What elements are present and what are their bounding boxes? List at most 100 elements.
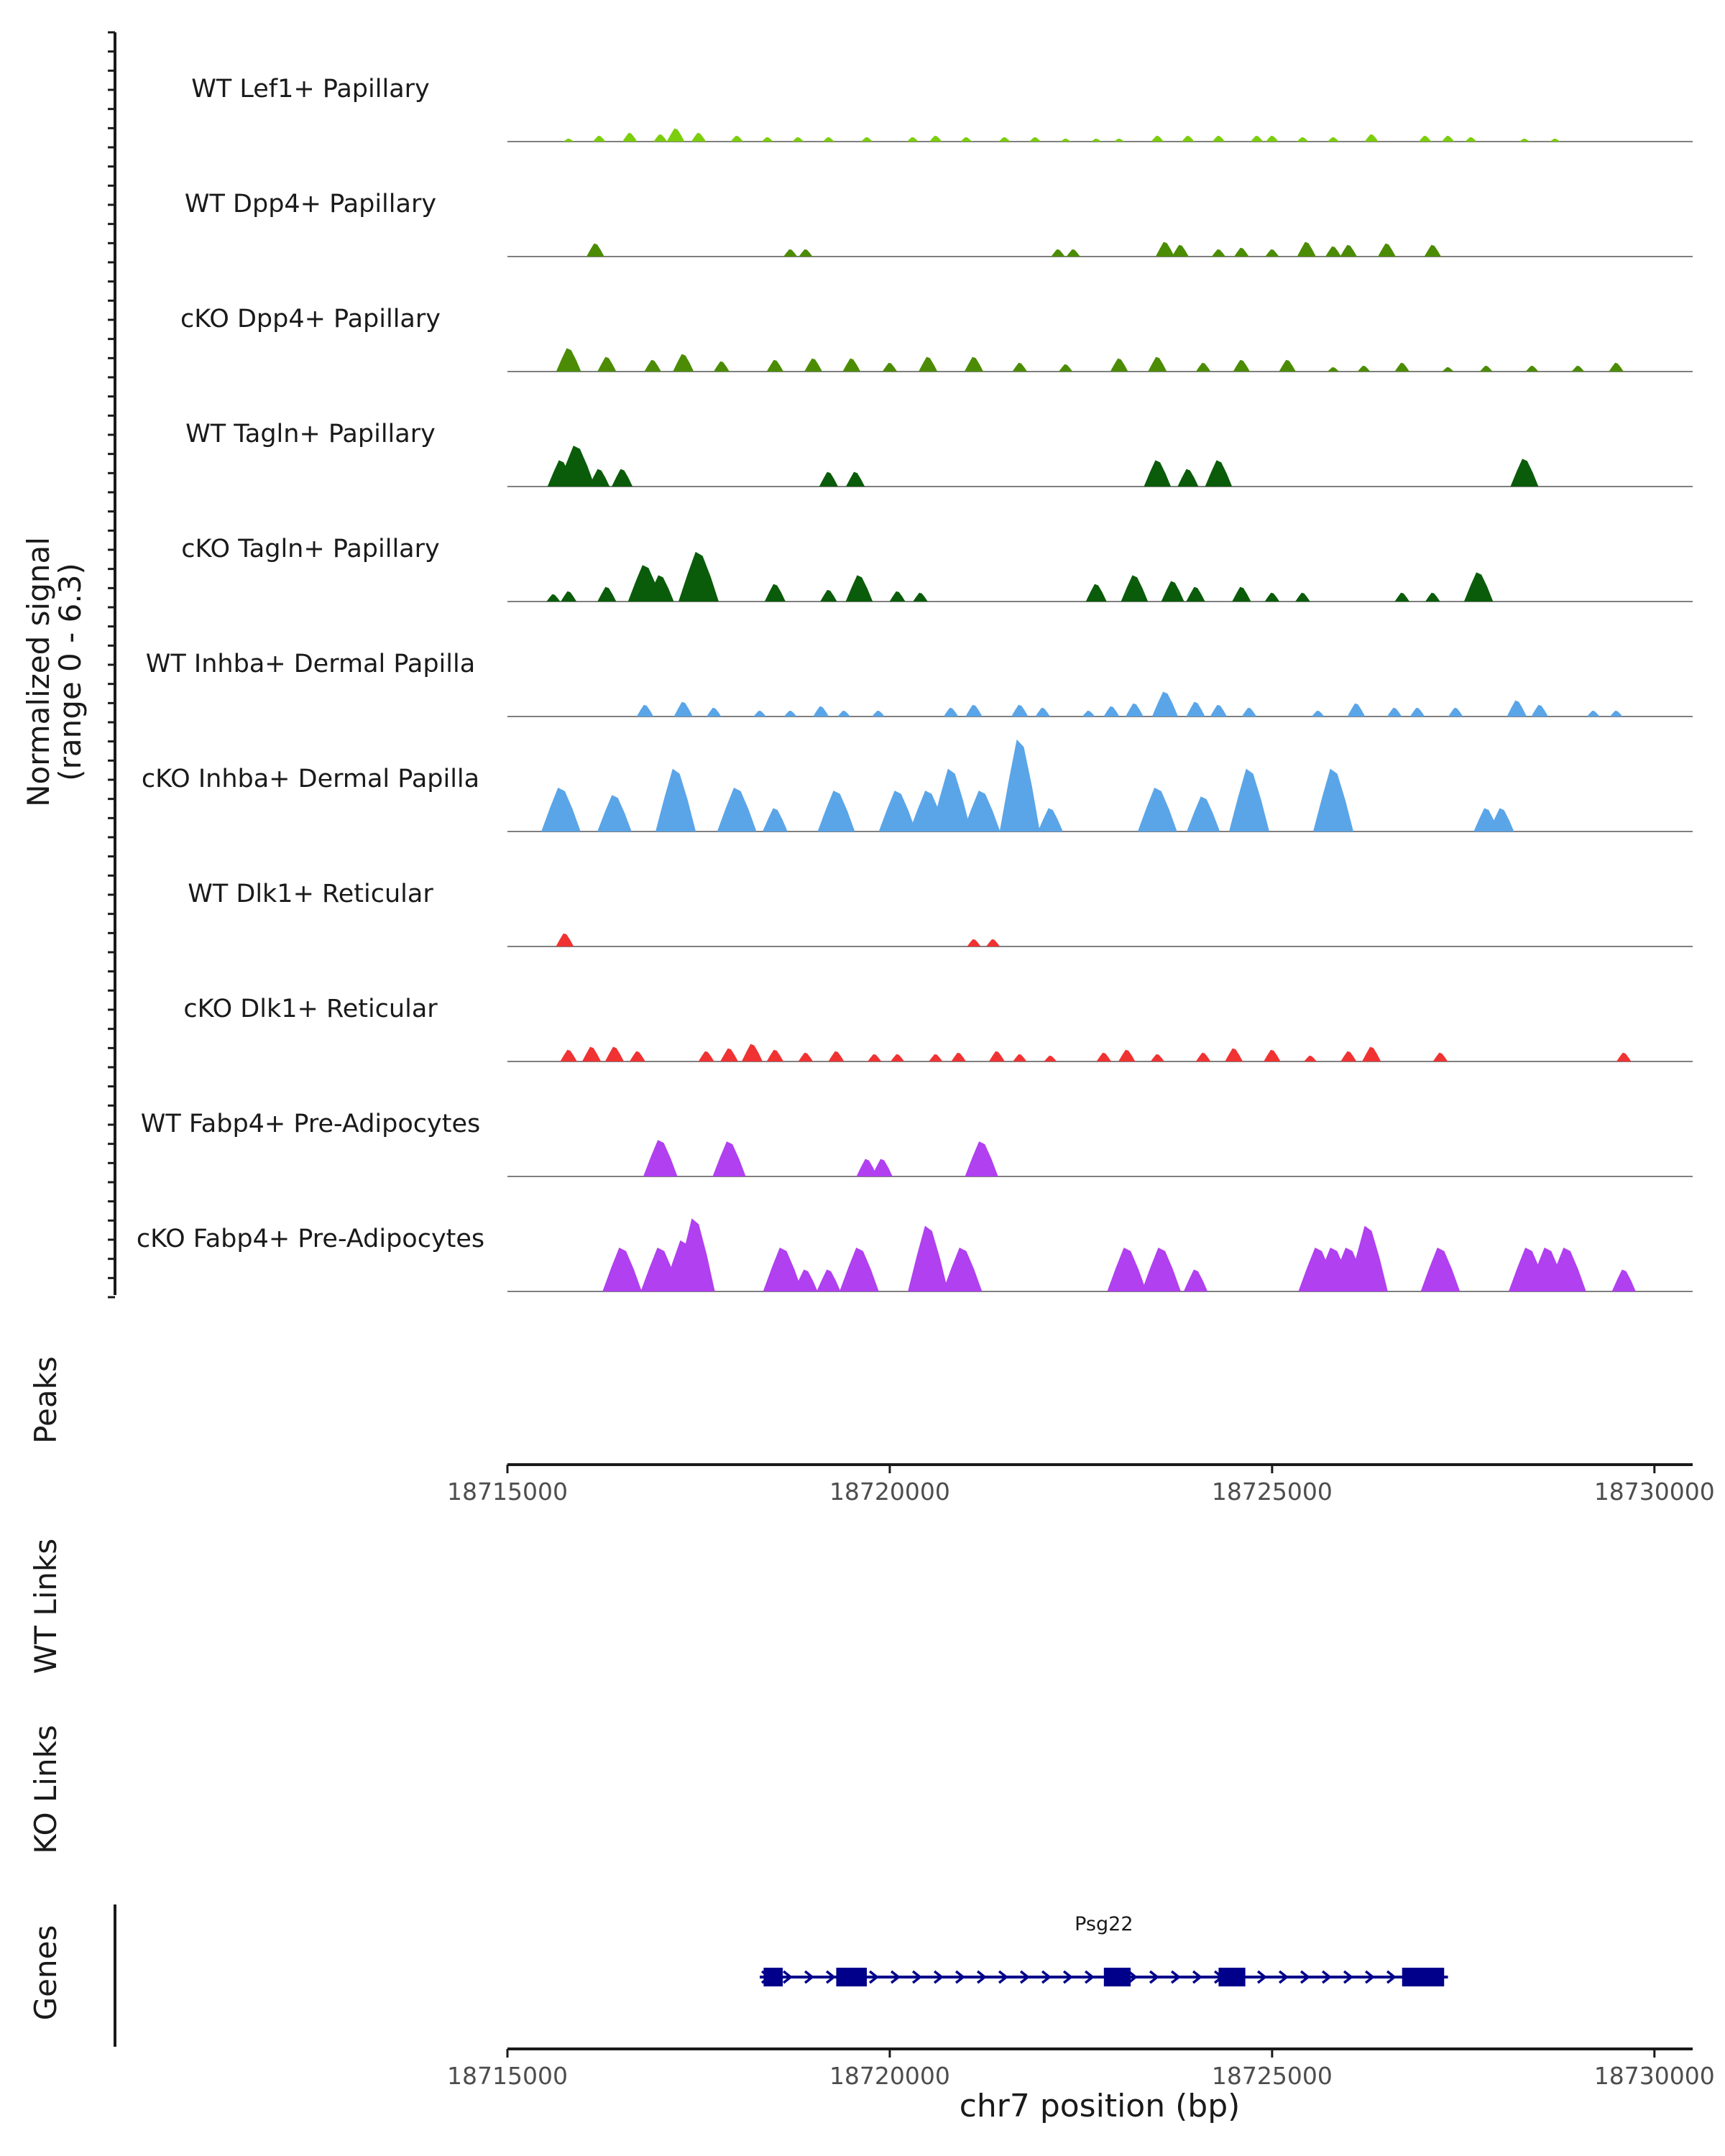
coverage-peak [1506, 700, 1527, 717]
coverage-peak [646, 575, 674, 602]
coverage-peak [622, 132, 638, 142]
coverage-peak [560, 1049, 577, 1061]
coverage-peak [1107, 1248, 1147, 1291]
coverage-peak [965, 704, 983, 717]
coverage-peak [1510, 459, 1539, 487]
coverage-peak [794, 1269, 818, 1291]
coverage-peak [783, 249, 798, 257]
coverage-peak [1211, 249, 1225, 257]
coverage-peak [929, 1054, 943, 1061]
coverage-peak [761, 137, 773, 142]
coverage-peak [636, 704, 654, 717]
coverage-peak [717, 788, 757, 831]
coverage-peak [1266, 135, 1279, 142]
coverage-peak [1125, 703, 1144, 717]
coverage-peak [653, 134, 668, 142]
coverage-peak [557, 446, 595, 487]
coverage-peak [1441, 135, 1455, 142]
coverage-peak [1234, 247, 1249, 257]
x-tick-label: 18730000 [1594, 2062, 1715, 2090]
strand-arrow [804, 1970, 814, 1984]
coverage-peak [712, 1141, 746, 1176]
coverage-peak [964, 356, 984, 372]
coverage-peak [819, 471, 838, 487]
strand-arrow [890, 1970, 901, 1984]
coverage-peak [1295, 592, 1310, 602]
coverage-peak [1386, 707, 1402, 717]
coverage-peak [1531, 704, 1548, 717]
coverage-peak [1586, 710, 1600, 717]
coverage-peak [1378, 243, 1396, 257]
coverage-peak [1113, 138, 1125, 142]
x-axis-peaks: 18715000 18720000 18725000 18730000 [447, 1463, 1715, 1506]
coverage-peak [908, 1225, 949, 1291]
coverage-peak [986, 939, 1000, 946]
coverage-peak [891, 1054, 905, 1061]
coverage-peak [730, 135, 744, 142]
coverage-peak [820, 589, 837, 602]
coverage-peak [556, 933, 574, 946]
coverage-peak [845, 471, 865, 487]
coverage-peak [1297, 137, 1309, 142]
coverage-peak [563, 138, 574, 142]
coverage-peak [1362, 1046, 1381, 1061]
coverage-peak [1183, 1269, 1208, 1291]
coverage-tracks: WT Lef1+ Papillary WT Dpp4+ Papillary cKO … [137, 75, 1693, 1292]
coverage-peak [1161, 581, 1184, 602]
coverage-peak [1448, 707, 1463, 717]
coverage-peak [931, 768, 972, 831]
gene-exon [1103, 1968, 1131, 1986]
track-10: WT Fabp4+ Pre-Adipocytes [141, 1110, 1693, 1177]
track-11: cKO Fabp4+ Pre-Adipocytes [137, 1218, 1693, 1292]
gene-exon [836, 1968, 868, 1986]
strand-arrow [1300, 1970, 1310, 1984]
coverage-peak [1279, 359, 1296, 372]
coverage-peak [1241, 707, 1257, 717]
peaks-panel-label: Peaks [28, 1356, 63, 1444]
track-8: WT Dlk1+ Reticular [188, 880, 1693, 947]
coverage-peak [804, 358, 822, 372]
coverage-peak [1085, 584, 1107, 602]
coverage-peak [586, 243, 604, 257]
coverage-peak [589, 469, 610, 487]
coverage-peak [860, 137, 873, 142]
coverage-peak [1425, 592, 1440, 602]
coverage-peak [1186, 701, 1205, 717]
coverage-peak [783, 710, 797, 717]
strand-arrow [868, 1970, 879, 1984]
strand-arrow [1278, 1970, 1289, 1984]
coverage-peak [837, 710, 850, 717]
coverage-peak [1571, 365, 1585, 372]
coverage-peak [1210, 704, 1228, 717]
x-tick-label: 18720000 [829, 1478, 950, 1506]
coverage-peak [1304, 1055, 1317, 1061]
coverage-peak [868, 1054, 882, 1061]
coverage-peak [1547, 1248, 1586, 1291]
coverage-peak [1182, 135, 1195, 142]
coverage-peak [644, 359, 661, 372]
x-axis-title: chr7 position (bp) [960, 2088, 1241, 2124]
coverage-peak [556, 348, 581, 372]
coverage-peak [965, 1141, 998, 1176]
strand-arrow [1343, 1970, 1353, 1984]
coverage-peak [597, 356, 617, 372]
coverage-peak [1616, 1052, 1632, 1061]
coverage-peak [1489, 808, 1514, 831]
strand-arrow [1127, 1970, 1138, 1984]
strand-arrow [1192, 1970, 1202, 1984]
coverage-peak [1232, 586, 1251, 602]
track-label: WT Dlk1+ Reticular [188, 880, 433, 908]
coverage-peak [1177, 469, 1199, 487]
coverage-peak [1228, 768, 1269, 831]
coverage-peak [889, 591, 906, 602]
x-tick-label: 18715000 [447, 2062, 568, 2090]
track-label: WT Lef1+ Papillary [191, 75, 430, 103]
coverage-peak [1225, 1048, 1243, 1061]
coverage-peak [1357, 365, 1371, 372]
coverage-peak [1347, 1225, 1388, 1291]
coverage-peak [792, 137, 804, 142]
coverage-peak [943, 707, 959, 717]
coverage-peak [919, 356, 938, 372]
track-label: WT Inhba+ Dermal Papilla [146, 650, 475, 678]
coverage-peak [872, 710, 885, 717]
